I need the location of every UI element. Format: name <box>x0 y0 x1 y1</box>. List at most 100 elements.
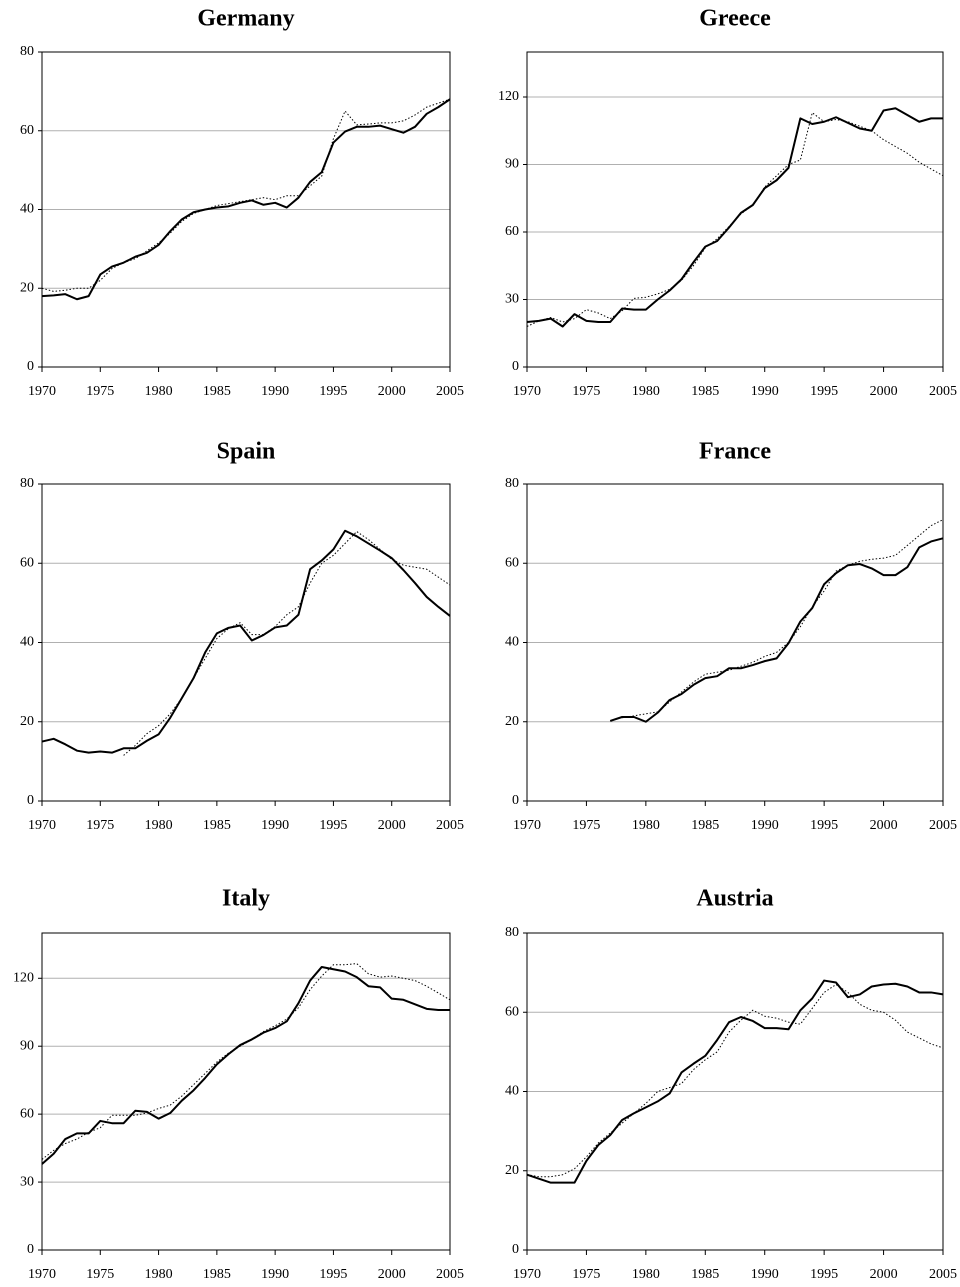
x-tick-label: 1970 <box>28 818 56 833</box>
y-tick-label: 120 <box>13 971 34 986</box>
x-tick-label: 1985 <box>203 1267 231 1282</box>
y-tick-label: 20 <box>20 280 34 295</box>
chart-title: Spain <box>217 439 276 465</box>
x-tick-label: 1975 <box>86 818 114 833</box>
series-line <box>41 98 451 301</box>
x-tick-label: 2005 <box>929 1267 957 1282</box>
x-tick-label: 1975 <box>572 818 600 833</box>
x-tick-label: 1970 <box>28 384 56 399</box>
y-tick-label: 20 <box>20 714 34 729</box>
x-tick-label: 1970 <box>28 1267 56 1282</box>
x-tick-label: 1990 <box>261 1267 289 1282</box>
series-line <box>622 519 944 719</box>
y-tick-label: 40 <box>20 202 34 217</box>
series-line <box>123 530 451 756</box>
x-tick-label: 1970 <box>513 818 541 833</box>
y-tick-label: 80 <box>505 476 519 491</box>
x-tick-label: 1985 <box>691 1267 719 1282</box>
x-tick-label: 2000 <box>378 384 406 399</box>
x-tick-label: 1990 <box>751 818 779 833</box>
y-tick-label: 0 <box>27 1242 34 1257</box>
y-tick-label: 0 <box>512 359 519 374</box>
x-tick-label: 1995 <box>810 818 838 833</box>
x-tick-label: 1975 <box>86 1267 114 1282</box>
plot-frame <box>41 483 451 802</box>
x-tick-label: 1985 <box>691 384 719 399</box>
y-tick-label: 80 <box>20 476 34 491</box>
chart-title: France <box>699 439 771 465</box>
series-line <box>526 983 944 1178</box>
x-tick-label: 2000 <box>870 384 898 399</box>
x-tick-label: 2005 <box>436 818 464 833</box>
y-tick-label: 60 <box>505 1004 519 1019</box>
y-tick-label: 90 <box>505 157 519 172</box>
y-tick-label: 80 <box>505 925 519 940</box>
x-tick-label: 1980 <box>145 1267 173 1282</box>
y-tick-label: 90 <box>20 1038 34 1053</box>
x-tick-label: 2005 <box>929 384 957 399</box>
x-tick-label: 1980 <box>632 1267 660 1282</box>
x-tick-label: 1980 <box>632 384 660 399</box>
y-tick-label: 20 <box>505 1163 519 1178</box>
x-tick-label: 2000 <box>378 1267 406 1282</box>
x-tick-label: 1975 <box>572 1267 600 1282</box>
x-tick-label: 1990 <box>261 384 289 399</box>
plot-frame <box>41 51 451 368</box>
x-tick-label: 1995 <box>810 384 838 399</box>
x-tick-label: 1990 <box>751 1267 779 1282</box>
chart-title: Austria <box>696 886 773 912</box>
x-tick-label: 1980 <box>145 818 173 833</box>
y-tick-label: 60 <box>20 123 34 138</box>
y-tick-label: 0 <box>512 1242 519 1257</box>
y-tick-label: 60 <box>20 1106 34 1121</box>
y-tick-label: 20 <box>505 714 519 729</box>
chart-title: Greece <box>699 6 771 32</box>
x-tick-label: 2000 <box>378 818 406 833</box>
x-tick-label: 1970 <box>513 1267 541 1282</box>
x-tick-label: 1980 <box>145 384 173 399</box>
plot-frame <box>41 932 451 1251</box>
x-tick-label: 1970 <box>513 384 541 399</box>
series-line <box>526 107 943 328</box>
plot-frame <box>526 51 944 368</box>
y-tick-label: 0 <box>27 359 34 374</box>
x-tick-label: 2005 <box>436 384 464 399</box>
chart-title: Germany <box>197 6 294 32</box>
series-line <box>41 529 451 754</box>
y-tick-label: 60 <box>505 555 519 570</box>
y-tick-label: 60 <box>20 555 34 570</box>
x-tick-label: 1980 <box>632 818 660 833</box>
x-tick-label: 1990 <box>751 384 779 399</box>
series-line <box>526 111 944 327</box>
y-tick-label: 0 <box>512 793 519 808</box>
plot-frame <box>526 483 944 802</box>
x-tick-label: 1995 <box>810 1267 838 1282</box>
series-line <box>609 537 944 723</box>
x-tick-label: 1990 <box>261 818 289 833</box>
plot-frame <box>526 932 944 1251</box>
y-tick-label: 40 <box>505 635 519 650</box>
series-line <box>41 963 451 1160</box>
x-tick-label: 1985 <box>691 818 719 833</box>
y-tick-label: 120 <box>498 89 519 104</box>
y-tick-label: 30 <box>20 1174 34 1189</box>
x-tick-label: 1985 <box>203 818 231 833</box>
y-tick-label: 40 <box>505 1084 519 1099</box>
y-tick-label: 80 <box>20 44 34 59</box>
x-tick-label: 1985 <box>203 384 231 399</box>
x-tick-label: 1995 <box>319 818 347 833</box>
x-tick-label: 1995 <box>319 1267 347 1282</box>
series-line <box>41 98 451 292</box>
x-tick-label: 1975 <box>572 384 600 399</box>
series-line <box>526 979 944 1184</box>
chart-title: Italy <box>222 886 270 912</box>
x-tick-label: 2005 <box>436 1267 464 1282</box>
series-line <box>41 965 450 1165</box>
x-tick-label: 2005 <box>929 818 957 833</box>
x-tick-label: 2000 <box>870 1267 898 1282</box>
y-tick-label: 30 <box>505 292 519 307</box>
x-tick-label: 1995 <box>319 384 347 399</box>
y-tick-label: 60 <box>505 224 519 239</box>
